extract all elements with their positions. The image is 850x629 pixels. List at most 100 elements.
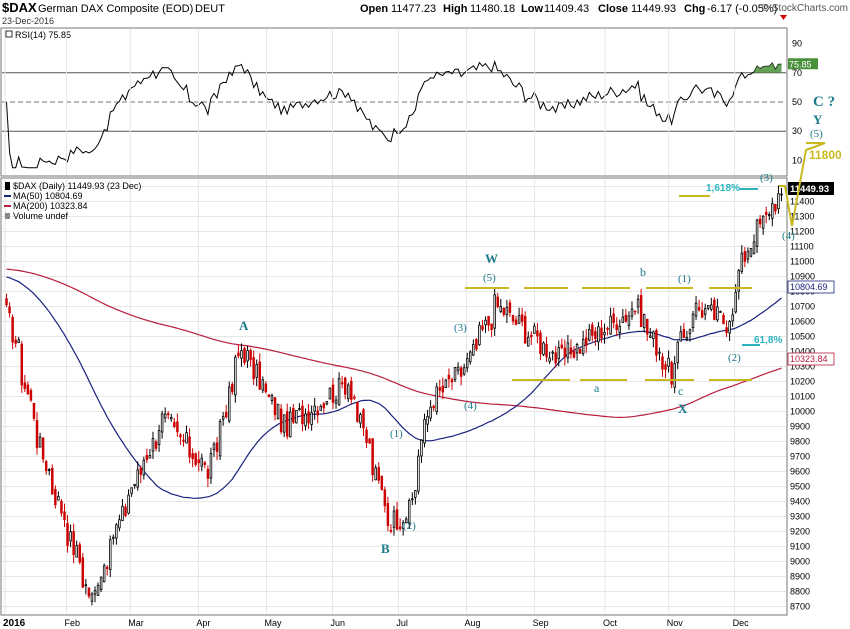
candle-body — [368, 438, 371, 444]
ma50-tag-box — [787, 280, 835, 294]
candle-body — [109, 539, 112, 570]
price-tick-label: 9400 — [790, 497, 810, 507]
candle-body — [170, 417, 173, 420]
wave-label-b-minor: b — [640, 265, 646, 279]
candle-body — [194, 453, 197, 465]
candle-body — [569, 347, 573, 355]
candle-body — [246, 350, 249, 362]
candle-body — [310, 412, 313, 425]
candle-body — [301, 405, 304, 425]
wave-label-sub-1: (1) — [390, 428, 403, 440]
rsi-tick-label: 70 — [792, 68, 802, 78]
candle-body — [148, 455, 152, 459]
candle-body — [136, 469, 139, 488]
candle-body — [38, 436, 42, 448]
price-tick-label: 10100 — [790, 392, 815, 402]
candle-body — [746, 250, 750, 260]
candle-body — [707, 305, 710, 309]
x-tick-label: Nov — [667, 618, 684, 628]
rsi-tick-label: 90 — [792, 39, 802, 49]
candle-body — [154, 441, 158, 449]
rsi-tick-label: 30 — [792, 126, 802, 136]
support-resistance-lines — [465, 142, 826, 381]
high-label: High — [443, 3, 468, 15]
candle-body — [752, 241, 756, 255]
candle-body — [530, 334, 533, 338]
candle-body — [90, 593, 94, 602]
candle-body — [725, 327, 728, 334]
candle-body — [688, 329, 692, 335]
candle-body — [755, 219, 759, 247]
candle-body — [487, 316, 490, 326]
candle-body — [578, 349, 582, 354]
candle-body — [331, 384, 335, 403]
candle-body — [670, 362, 673, 385]
candle-body — [594, 331, 597, 340]
open-label: Open — [360, 3, 388, 15]
candle-body — [716, 306, 719, 321]
candle-body — [722, 314, 725, 325]
candle-body — [465, 358, 469, 369]
candle-body — [441, 385, 445, 393]
candle-body — [459, 367, 463, 377]
candle-body — [557, 347, 560, 360]
candle-body — [307, 411, 310, 424]
wave-label-dec-5: (5) — [810, 128, 823, 140]
candle-body — [249, 349, 252, 361]
wave-label-dec-4: (4) — [782, 230, 795, 242]
candle-body — [264, 383, 268, 393]
price-tick-label: 9000 — [790, 557, 810, 567]
x-tick-label: Jul — [396, 618, 408, 628]
candle-body — [761, 215, 765, 229]
candle-body — [517, 315, 521, 324]
candle-body — [353, 396, 356, 399]
candle-body — [719, 311, 722, 313]
legend-price: $DAX (Daily) 11449.93 (23 Dec) — [13, 181, 141, 191]
candle-body — [188, 436, 191, 458]
candle-body — [572, 351, 576, 358]
candle-body — [438, 387, 442, 391]
candle-body — [151, 438, 155, 452]
candle-body — [14, 339, 17, 344]
candle-body — [484, 319, 487, 326]
wave-labels: A B W X Y C ? a b c (1) (2) (3) (4) (5) … — [239, 94, 835, 556]
price-tick-label: 11100 — [790, 242, 814, 252]
ma50-tag: 10804.69 — [790, 282, 828, 292]
candle-body — [289, 411, 292, 438]
candle-body — [502, 307, 506, 315]
candle-body — [105, 566, 109, 569]
candle-body — [285, 411, 289, 437]
candle-body — [661, 356, 664, 370]
candle-body — [115, 524, 118, 539]
candle-body — [69, 531, 72, 542]
legend-ma200: MA(200) 10323.84 — [13, 201, 88, 211]
candle-body — [145, 454, 149, 461]
candle-body — [581, 339, 585, 354]
exchange: DEUT — [195, 3, 225, 15]
candle-body — [255, 364, 258, 378]
candle-body — [142, 459, 146, 476]
candle-body — [243, 347, 246, 363]
candle-body — [17, 339, 20, 344]
candle-body — [450, 379, 454, 383]
candle-body — [499, 305, 503, 312]
candle-body — [203, 462, 207, 465]
candle-body — [282, 414, 286, 433]
candle-body — [633, 310, 637, 313]
candle-body — [667, 357, 670, 367]
candle-body — [173, 421, 176, 427]
candle-body — [404, 518, 408, 523]
candle-body — [435, 386, 438, 413]
x-tick-label: 2016 — [3, 618, 26, 629]
candle-body — [389, 529, 393, 532]
symbol-name: German DAX Composite (EOD) — [38, 3, 193, 15]
projection-path — [779, 142, 826, 227]
candle-body — [127, 494, 130, 514]
rsi-overbought-fill — [754, 63, 782, 73]
candle-body — [316, 410, 319, 416]
price-tick-label: 10600 — [790, 317, 815, 327]
candle-body — [35, 420, 39, 449]
candle-body — [749, 248, 753, 257]
candle-body — [319, 405, 323, 411]
price-legend: $DAX (Daily) 11449.93 (23 Dec) MA(50) 10… — [4, 181, 141, 221]
